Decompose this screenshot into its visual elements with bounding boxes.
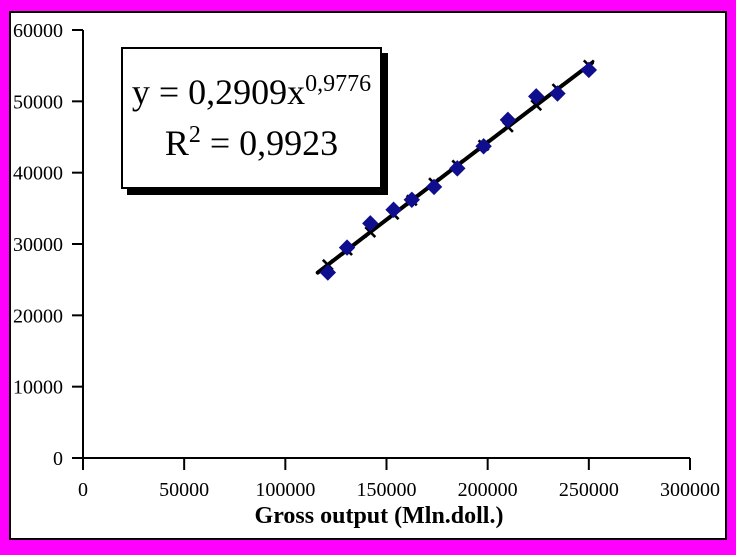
x-tick-label: 0 xyxy=(78,479,88,501)
x-tick-label: 200000 xyxy=(458,479,518,501)
x-tick-label: 300000 xyxy=(660,479,720,501)
data-point-diamond xyxy=(338,239,356,256)
data-point-diamond xyxy=(403,191,420,208)
fitted-point-cross xyxy=(530,99,543,112)
plot-svg: 0 10000 20000 30000 40000 50000 60000 0 50000 100… xyxy=(13,20,720,501)
data-point-diamond xyxy=(362,215,379,232)
r-squared-base: R xyxy=(164,123,189,163)
y-tick-label: 0 xyxy=(53,448,63,470)
equation-box: y = 0,2909x0,9776 R2 = 0,9923 xyxy=(121,47,382,189)
data-point-diamond xyxy=(528,88,545,105)
r-squared-line: R2 = 0,9923 xyxy=(165,118,338,169)
x-axis-title: Gross output (Mln.doll.) xyxy=(254,503,504,529)
x-tick-label: 150000 xyxy=(357,479,417,501)
fitted-point-cross xyxy=(364,226,377,239)
y-tick-label: 20000 xyxy=(13,305,63,327)
data-point-diamond xyxy=(549,85,566,102)
data-point-diamond xyxy=(319,264,337,281)
data-point-diamond xyxy=(499,111,517,129)
y-tick-label: 50000 xyxy=(13,91,63,113)
data-point-diamond xyxy=(425,178,443,196)
r-squared-value: = 0,9923 xyxy=(200,123,339,163)
chart-window: 0 10000 20000 30000 40000 50000 60000 0 50000 100… xyxy=(9,11,727,540)
x-tick-label: 50000 xyxy=(159,479,209,501)
data-point-diamond xyxy=(385,201,402,218)
y-tick-label: 30000 xyxy=(13,234,63,256)
y-tick-label: 40000 xyxy=(13,163,63,185)
equation-line: y = 0,2909x0,9776 xyxy=(132,67,371,118)
data-point-diamond xyxy=(449,160,466,177)
r-squared-sup: 2 xyxy=(188,122,201,148)
x-tick-label: 250000 xyxy=(559,479,619,501)
data-point-diamond xyxy=(475,138,492,155)
y-tick-label: 60000 xyxy=(13,20,63,42)
data-point-diamond xyxy=(580,61,598,79)
equation-exponent: 0,9776 xyxy=(305,70,372,97)
equation-text: y = 0,2909x xyxy=(131,71,306,112)
x-tick-label: 100000 xyxy=(255,479,315,501)
y-tick-label: 10000 xyxy=(13,377,63,399)
